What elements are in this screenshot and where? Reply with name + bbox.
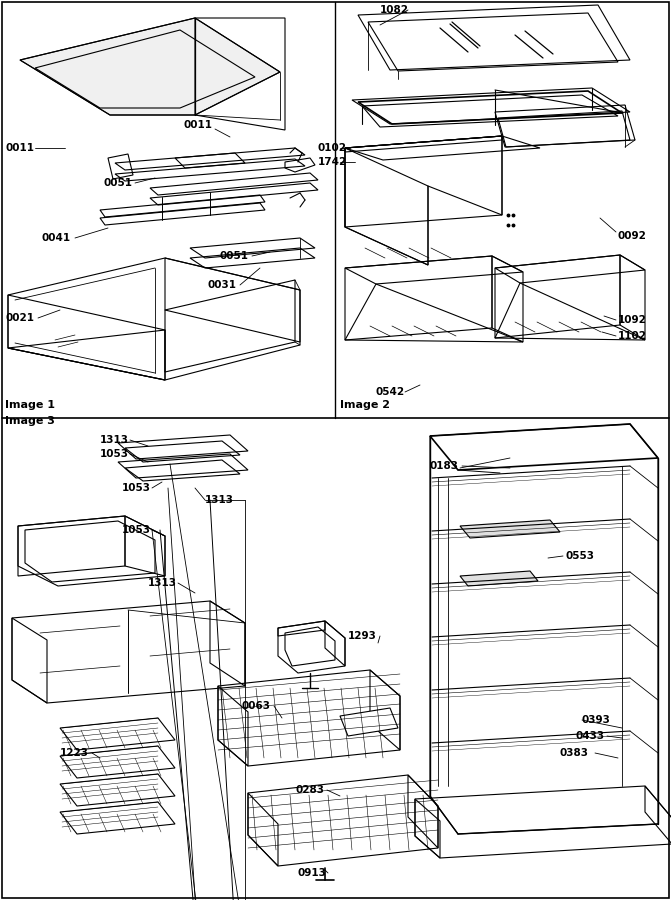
Polygon shape bbox=[340, 708, 398, 736]
Text: 0283: 0283 bbox=[295, 785, 324, 795]
Text: Image 2: Image 2 bbox=[340, 400, 390, 410]
Text: Image 1: Image 1 bbox=[5, 400, 55, 410]
Text: 0383: 0383 bbox=[560, 748, 589, 758]
Text: 0051: 0051 bbox=[220, 251, 249, 261]
Text: 1102: 1102 bbox=[618, 331, 647, 341]
Text: 0021: 0021 bbox=[5, 313, 34, 323]
Text: 0102: 0102 bbox=[318, 143, 347, 153]
Text: 0031: 0031 bbox=[207, 280, 236, 290]
Text: 1082: 1082 bbox=[380, 5, 409, 15]
Text: 1742: 1742 bbox=[318, 157, 348, 167]
Text: 0041: 0041 bbox=[42, 233, 71, 243]
Text: 0542: 0542 bbox=[375, 387, 404, 397]
Text: Image 3: Image 3 bbox=[5, 416, 55, 426]
Text: 0183: 0183 bbox=[430, 461, 459, 471]
Text: 0011: 0011 bbox=[183, 120, 212, 130]
Text: 1313: 1313 bbox=[205, 495, 234, 505]
Text: 1053: 1053 bbox=[100, 449, 129, 459]
Polygon shape bbox=[460, 571, 538, 586]
Polygon shape bbox=[20, 18, 280, 115]
Text: 0011: 0011 bbox=[5, 143, 34, 153]
Text: 1313: 1313 bbox=[100, 435, 129, 445]
Text: 0063: 0063 bbox=[242, 701, 271, 711]
Text: 0913: 0913 bbox=[298, 868, 327, 878]
Text: 0433: 0433 bbox=[575, 731, 604, 741]
Text: 1053: 1053 bbox=[122, 483, 151, 493]
Text: 0393: 0393 bbox=[582, 715, 611, 725]
Text: 1223: 1223 bbox=[60, 748, 89, 758]
Polygon shape bbox=[460, 520, 560, 538]
Text: 0553: 0553 bbox=[565, 551, 594, 561]
Text: 1053: 1053 bbox=[122, 525, 151, 535]
Text: 0092: 0092 bbox=[618, 231, 647, 241]
Text: 1293: 1293 bbox=[348, 631, 377, 641]
Text: 1092: 1092 bbox=[618, 315, 647, 325]
Text: 1313: 1313 bbox=[148, 578, 177, 588]
Text: 0051: 0051 bbox=[103, 178, 132, 188]
